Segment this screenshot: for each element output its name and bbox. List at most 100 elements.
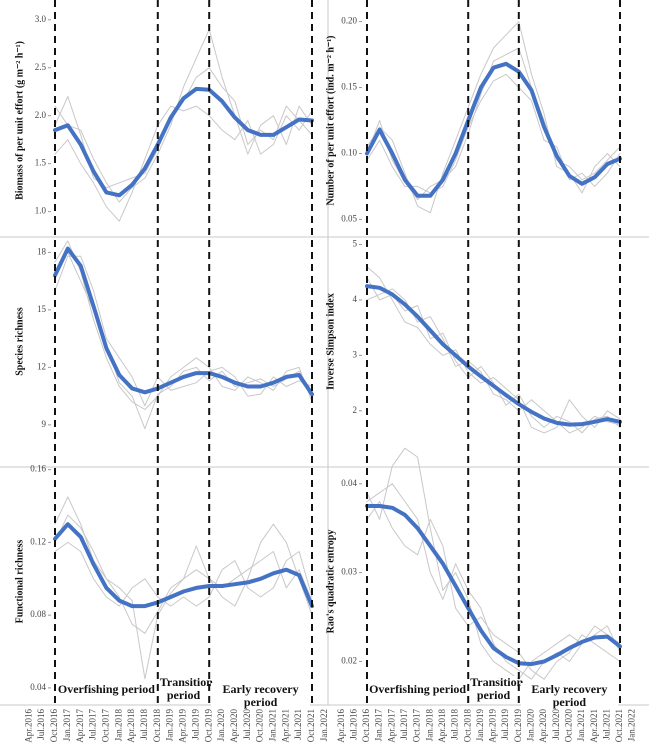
y-tick-label: 0.16 (30, 464, 46, 474)
site-line (366, 266, 621, 434)
x-tick-label: Oct.2017 (100, 709, 110, 743)
site-line (54, 105, 313, 222)
x-tick-label: Jan.2022 (319, 709, 329, 741)
y-tick-label: 5 (353, 239, 358, 249)
mean-line (53, 86, 314, 198)
site-line (366, 73, 621, 194)
x-tick-label: Jul.2016 (348, 709, 358, 740)
x-tick-label: Apr.2020 (538, 709, 548, 743)
y-tick-label: 3.0 (35, 14, 47, 24)
x-tick-label: Apr.2017 (386, 709, 396, 743)
mean-line (53, 246, 314, 397)
x-tick-label: Jul.2019 (500, 709, 510, 740)
mean-line (53, 522, 314, 609)
y-tick-label: 0.04 (341, 478, 357, 488)
x-tick-label: Jul.2017 (88, 709, 98, 740)
x-tick-label: Jul.2018 (139, 709, 149, 740)
x-tick-label: Oct.2020 (563, 709, 573, 743)
x-tick-label: Jul.2021 (293, 709, 303, 740)
x-tick-label: Apr.2016 (23, 709, 33, 743)
x-tick-label: Apr.2018 (437, 709, 447, 743)
y-axis-title: Species richness (14, 307, 25, 376)
x-tick-label: Apr.2019 (178, 709, 188, 743)
y-tick-label: 0.08 (30, 609, 46, 619)
site-line (54, 514, 313, 680)
x-tick-label: Jul.2020 (242, 709, 252, 740)
x-tick-label: Jan.2022 (627, 709, 637, 741)
period-label: Overfishing period (369, 682, 467, 696)
y-tick-label: 0.15 (341, 82, 357, 92)
y-tick-label: 0.03 (341, 567, 357, 577)
x-tick-label: Oct.2021 (614, 709, 624, 742)
site-line (54, 541, 313, 607)
y-tick-label: 0.04 (30, 682, 46, 692)
y-axis-title: Inverse Simpson index (325, 293, 336, 390)
x-tick-label: Oct.2020 (255, 709, 265, 743)
y-axis-title: Rao's quadratic entropy (325, 530, 336, 634)
site-line (366, 277, 621, 434)
period-label: Overfishing period (57, 682, 156, 696)
y-tick-label: 1.0 (35, 206, 47, 216)
x-tick-label: Jan.2021 (576, 709, 586, 741)
x-tick-label: Apr.2016 (336, 709, 346, 743)
x-tick-label: Oct.2018 (152, 709, 162, 743)
x-tick-label: Apr.2018 (126, 709, 136, 743)
y-tick-label: 0.02 (341, 656, 357, 666)
y-tick-label: 0.20 (341, 16, 357, 26)
x-tick-label: Apr.2017 (75, 709, 85, 743)
y-tick-label: 2 (353, 405, 358, 415)
x-tick-label: Oct.2016 (361, 709, 371, 743)
y-tick-label: 4 (353, 294, 358, 304)
x-tick-label: Jul.2020 (551, 709, 561, 740)
x-tick-label: Oct.2019 (203, 709, 213, 743)
mean-line (365, 284, 622, 427)
x-tick-label: Jan.2019 (475, 709, 485, 742)
x-tick-label: Apr.2021 (280, 709, 290, 743)
x-tick-label: Jan.2020 (216, 709, 226, 742)
y-axis-title: Functional richness (14, 540, 25, 624)
mean-line (365, 61, 622, 198)
site-line (54, 251, 313, 430)
x-tick-label: Apr.2021 (589, 709, 599, 743)
x-tick-label: Oct.2019 (513, 709, 523, 743)
period-label: Transition period (470, 675, 524, 702)
x-tick-label: Apr.2019 (488, 709, 498, 743)
y-tick-label: 15 (37, 304, 47, 314)
site-line (366, 483, 621, 680)
y-tick-label: 2.0 (35, 110, 47, 120)
y-axis-title: Biomass of per unit effort (g m⁻² h⁻¹) (14, 41, 25, 200)
x-tick-label: Jul.2016 (36, 709, 46, 740)
x-tick-label: Jul.2019 (190, 709, 200, 740)
y-tick-label: 2.5 (35, 62, 47, 72)
y-tick-label: 0.05 (341, 213, 357, 223)
x-tick-label: Jan.2017 (62, 709, 72, 742)
mean-line (365, 504, 622, 667)
x-tick-label: Jan.2021 (268, 709, 278, 741)
period-label: Early recovery period (211, 683, 310, 709)
x-tick-label: Jul.2017 (399, 709, 409, 740)
site-line (54, 28, 313, 203)
x-tick-label: Apr.2020 (229, 709, 239, 743)
x-tick-label: Jul.2018 (450, 709, 460, 740)
x-tick-label: Jan.2017 (374, 709, 384, 742)
x-tick-label: Oct.2021 (306, 709, 316, 742)
x-tick-label: Oct.2016 (49, 709, 59, 743)
x-tick-label: Jul.2021 (601, 709, 611, 740)
y-tick-label: 1.5 (35, 158, 47, 168)
period-label: Early recovery period (520, 683, 618, 709)
period-label: Transition period (159, 675, 213, 702)
x-tick-label: Jan.2020 (526, 709, 536, 742)
site-line (54, 240, 313, 410)
y-tick-label: 18 (37, 246, 47, 256)
y-tick-label: 0.10 (341, 148, 357, 158)
x-tick-label: Oct.2018 (462, 709, 472, 743)
x-tick-label: Oct.2017 (412, 709, 422, 743)
y-tick-label: 12 (37, 361, 46, 371)
x-tick-label: Jan.2018 (113, 709, 123, 742)
site-line (366, 501, 621, 680)
y-tick-label: 0.12 (30, 536, 46, 546)
x-tick-label: Jan.2018 (424, 709, 434, 742)
y-axis-title: Number of per unit effort (ind. m⁻² h⁻¹) (325, 35, 336, 205)
